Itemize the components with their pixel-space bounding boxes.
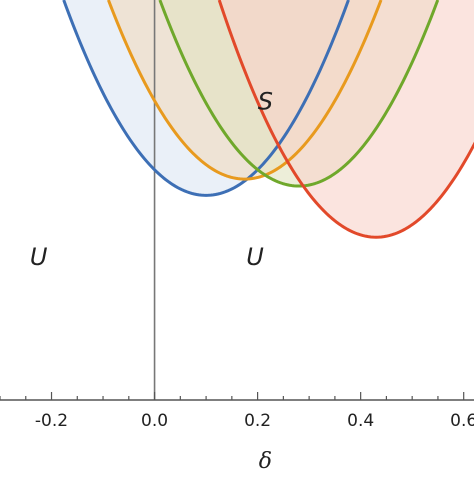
boundary-curves (62, 0, 474, 239)
region-fill-4 (219, 0, 474, 238)
boundary-curve-1 (62, 0, 350, 197)
x-tick-label: 0.0 (141, 411, 168, 431)
x-axis-title: δ (259, 449, 272, 474)
region-fills (63, 0, 474, 238)
x-axis-ticks (0, 392, 465, 400)
boundary-curve-2 (107, 0, 383, 181)
boundary-curve-3 (158, 0, 440, 188)
x-tick-label: -0.2 (35, 411, 68, 431)
region-label-u: U (246, 243, 264, 271)
x-tick-label: 0.6 (450, 411, 474, 431)
x-tick-label: 0.2 (244, 411, 271, 431)
x-axis-tick-labels: -0.2 0.0 0.2 0.4 0.6 (35, 411, 474, 431)
region-label-u: U (30, 243, 48, 271)
boundary-curve-4 (217, 0, 474, 239)
region-labels: S U U (30, 87, 273, 271)
region-label-s: S (258, 87, 273, 115)
x-tick-label: 0.4 (347, 411, 374, 431)
